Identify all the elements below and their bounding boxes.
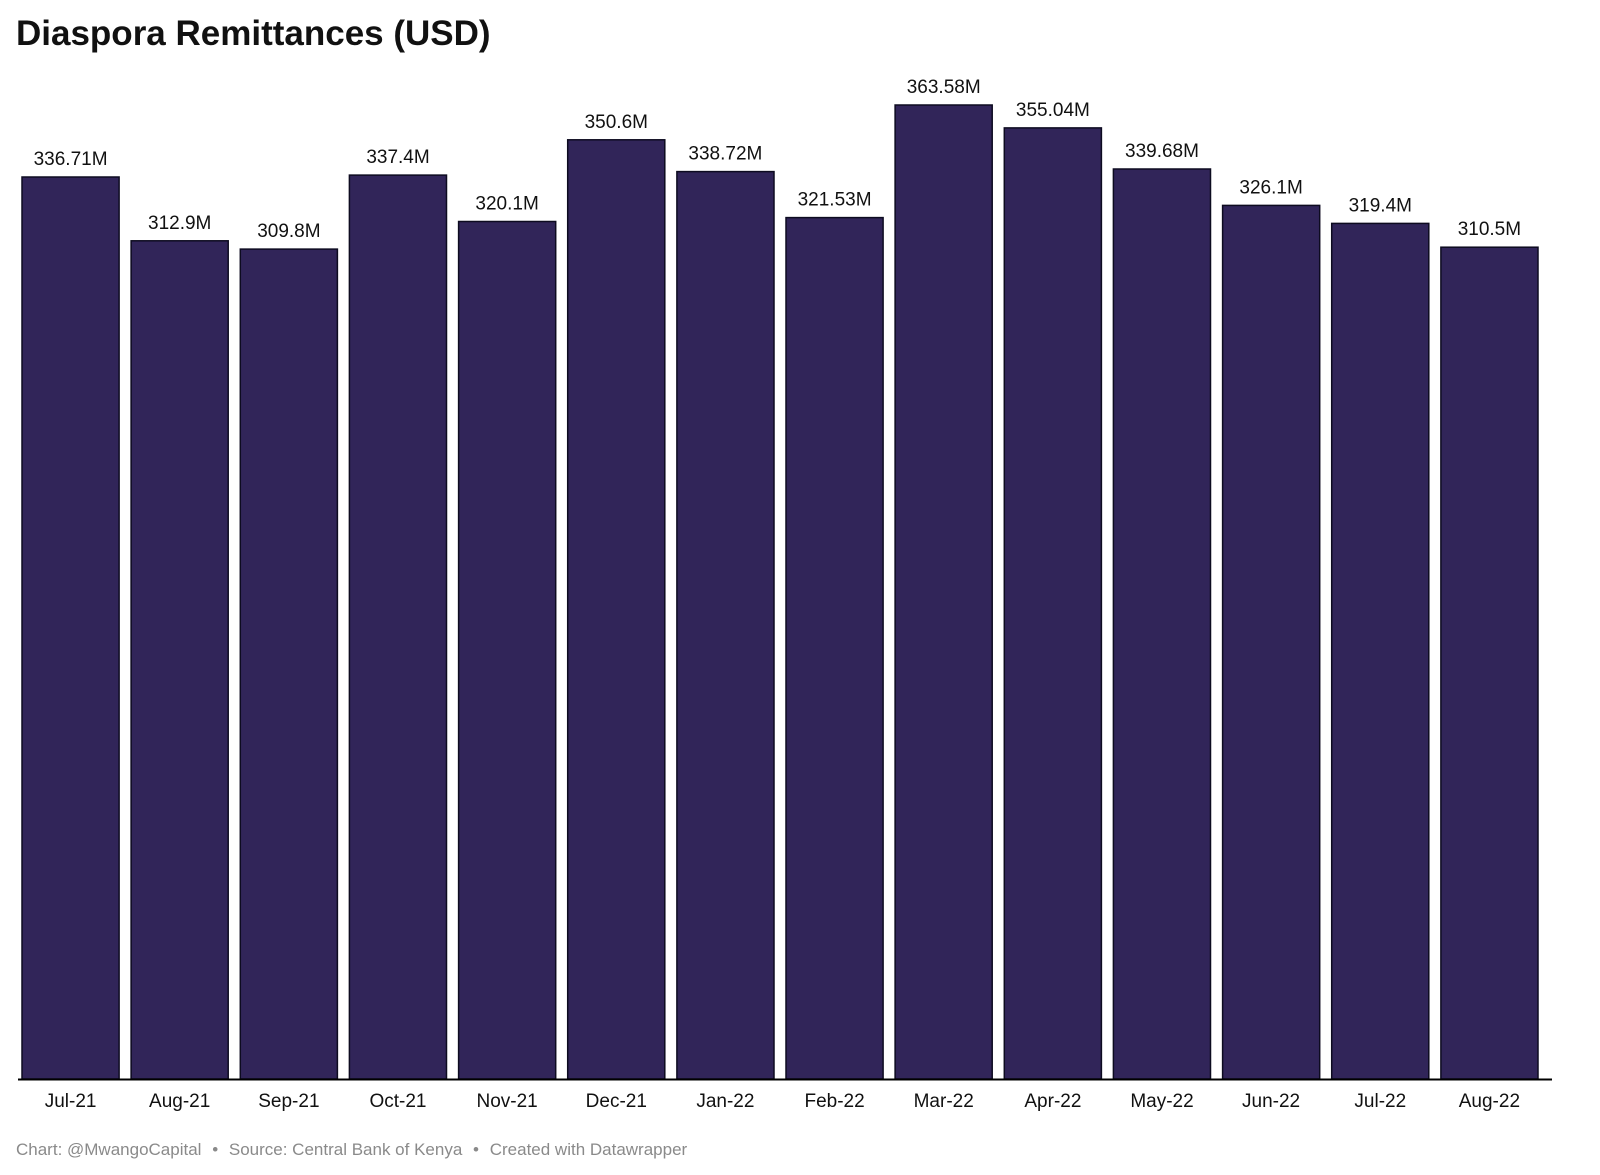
bar-jul-22 bbox=[1330, 222, 1430, 1080]
x-tick-label: May-22 bbox=[1130, 1091, 1193, 1112]
bar-nov-21 bbox=[457, 220, 557, 1080]
bar-jun-22 bbox=[1221, 204, 1321, 1080]
chart-footer: Chart: @MwangoCapital • Source: Central … bbox=[16, 1140, 687, 1160]
bar-chart: 336.71M 312.9M 309.8M 337.4M 320.1M 350.6M 338… bbox=[18, 77, 1552, 1112]
x-tick-label: Sep-21 bbox=[258, 1091, 319, 1112]
value-label: 355.04M bbox=[1016, 100, 1090, 121]
bar-mar-22 bbox=[894, 104, 993, 1080]
footer-separator: • bbox=[212, 1140, 219, 1159]
footer-separator: • bbox=[473, 1140, 479, 1159]
bar-jul-21 bbox=[21, 176, 120, 1080]
x-tick-label: Jan-22 bbox=[696, 1091, 754, 1112]
x-tick-label: Aug-21 bbox=[149, 1091, 210, 1112]
x-tick-label: Oct-21 bbox=[369, 1091, 426, 1112]
value-label: 363.58M bbox=[907, 77, 981, 98]
bars-group bbox=[21, 104, 1539, 1080]
x-tick-label: Dec-21 bbox=[586, 1091, 647, 1112]
chart-credit: Chart: @MwangoCapital bbox=[16, 1140, 202, 1159]
value-label: 312.9M bbox=[148, 213, 211, 234]
value-labels-group: 336.71M 312.9M 309.8M 337.4M 320.1M 350.6M 338… bbox=[34, 77, 1521, 242]
value-label: 309.8M bbox=[257, 221, 320, 242]
value-label: 321.53M bbox=[798, 190, 872, 211]
bar-apr-22 bbox=[1003, 127, 1103, 1080]
chart-title: Diaspora Remittances (USD) bbox=[16, 14, 491, 53]
value-label: 320.1M bbox=[475, 194, 538, 215]
value-label: 326.1M bbox=[1239, 177, 1302, 198]
value-label: 339.68M bbox=[1125, 141, 1199, 162]
bar-oct-21 bbox=[348, 174, 448, 1080]
bar-feb-22 bbox=[785, 216, 884, 1080]
bar-aug-22 bbox=[1440, 246, 1539, 1080]
bar-sep-21 bbox=[239, 248, 339, 1080]
created-with-credit: Created with Datawrapper bbox=[489, 1140, 688, 1159]
bar-may-22 bbox=[1112, 168, 1212, 1080]
x-tick-label: Apr-22 bbox=[1024, 1091, 1081, 1112]
value-label: 319.4M bbox=[1349, 195, 1412, 216]
value-label: 350.6M bbox=[585, 112, 648, 133]
value-label: 310.5M bbox=[1458, 219, 1521, 240]
x-tick-label: Feb-22 bbox=[804, 1091, 864, 1112]
x-tick-label: Aug-22 bbox=[1459, 1091, 1520, 1112]
value-label: 337.4M bbox=[366, 147, 429, 168]
x-tick-label: Mar-22 bbox=[914, 1091, 974, 1112]
bar-dec-21 bbox=[566, 139, 666, 1080]
chart-source: Source: Central Bank of Kenya bbox=[228, 1140, 463, 1159]
bar-aug-21 bbox=[130, 240, 229, 1080]
value-label: 338.72M bbox=[688, 144, 762, 165]
x-tick-label: Jun-22 bbox=[1242, 1091, 1300, 1112]
bar-jan-22 bbox=[676, 170, 775, 1080]
x-tick-labels-group: Jul-21 Aug-21 Sep-21 Oct-21 Nov-21 Dec-21 Jan-… bbox=[45, 1091, 1520, 1112]
x-tick-label: Nov-21 bbox=[476, 1091, 537, 1112]
value-label: 336.71M bbox=[34, 149, 108, 170]
x-tick-label: Jul-21 bbox=[45, 1091, 97, 1112]
x-tick-label: Jul-22 bbox=[1354, 1091, 1406, 1112]
